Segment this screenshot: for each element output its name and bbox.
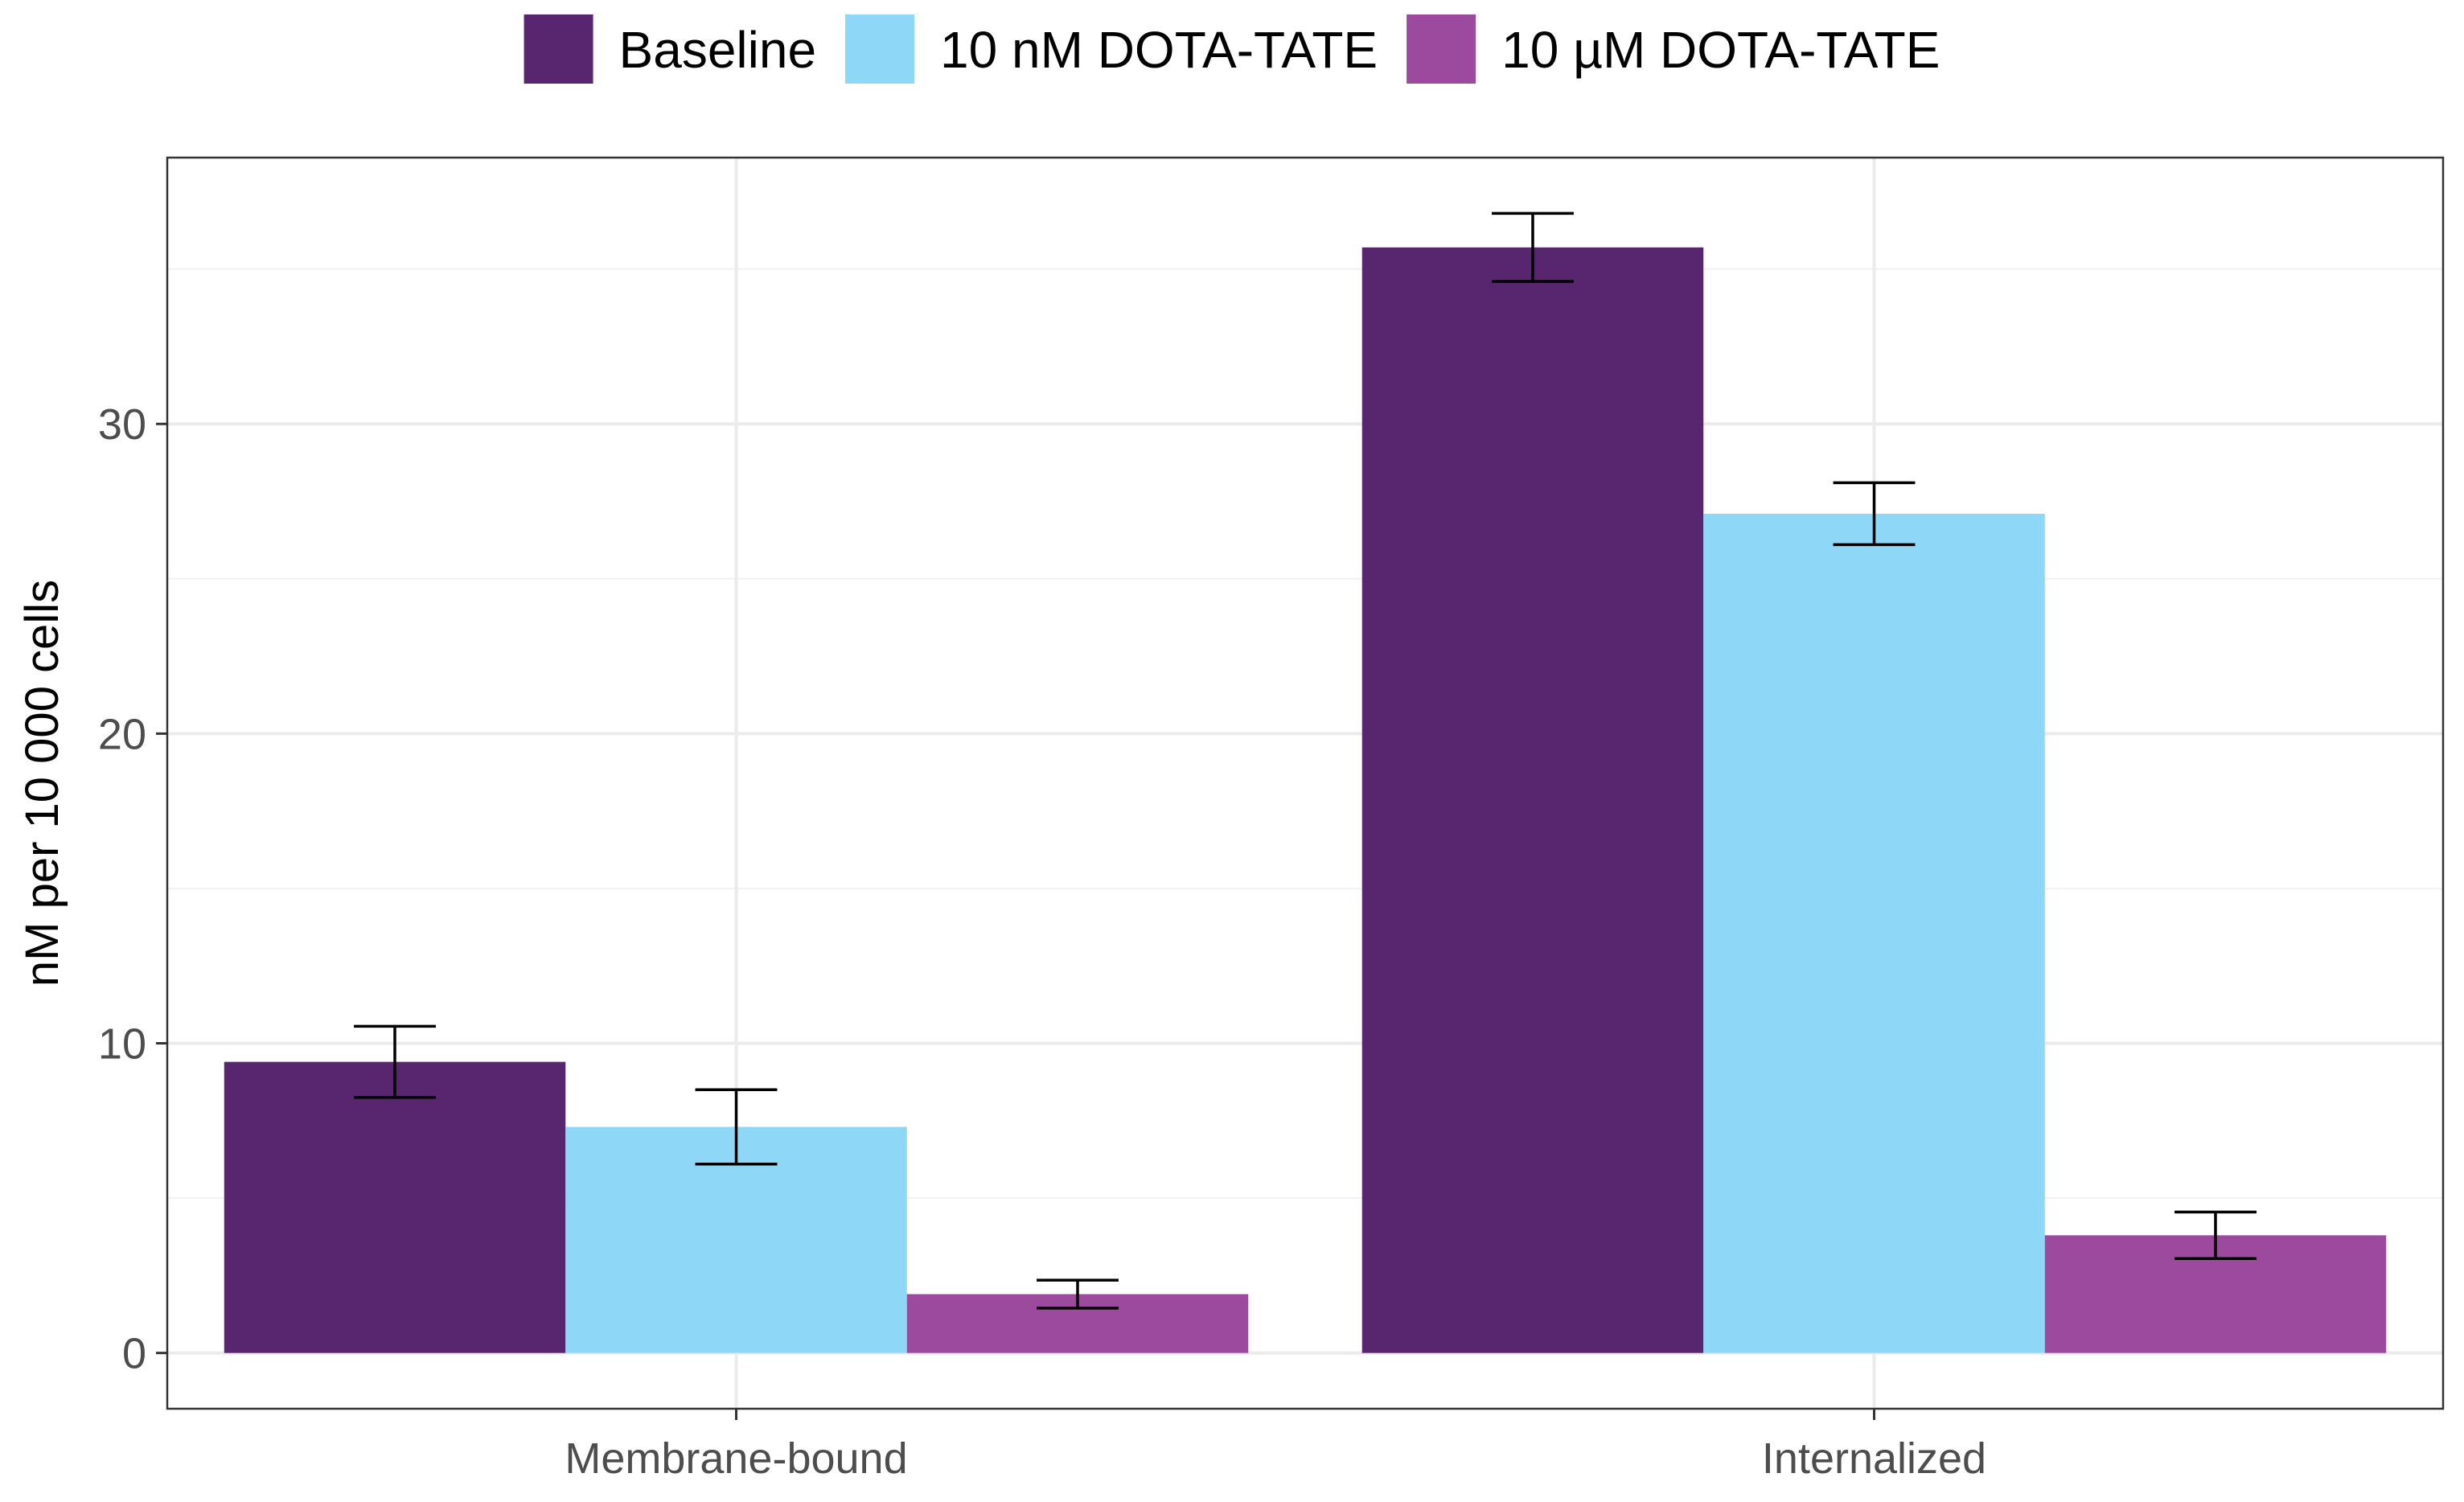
- y-tick-label: 30: [98, 400, 146, 449]
- panel-border: [166, 156, 2445, 1410]
- y-axis: 0 10 20 30: [98, 400, 167, 1378]
- x-tick-label: Internalized: [1762, 1434, 1986, 1483]
- y-tick-label: 20: [98, 710, 146, 758]
- y-tick-label: 10: [98, 1020, 146, 1069]
- bar: [1703, 513, 2045, 1353]
- bars: [224, 247, 2387, 1353]
- bar: [224, 1061, 566, 1353]
- plot-panel: [166, 156, 2445, 1410]
- x-tick-label: Membrane-bound: [565, 1434, 907, 1483]
- legend-label: Baseline: [619, 21, 817, 79]
- legend-key: [845, 14, 915, 84]
- legend-key: [1407, 14, 1476, 84]
- error-bars: [354, 211, 2257, 1310]
- bar: [1361, 247, 1704, 1353]
- legend-label: 10 nM DOTA-TATE: [940, 21, 1378, 79]
- legend-key: [524, 14, 593, 84]
- x-axis: Membrane-bound Internalized: [565, 1409, 1986, 1483]
- y-tick-label: 0: [122, 1330, 146, 1378]
- legend-label: 10 µM DOTA-TATE: [1501, 21, 1940, 79]
- y-axis-title: nM per 10 000 cells: [16, 580, 68, 987]
- legend: Baseline 10 nM DOTA-TATE 10 µM DOTA-TATE: [524, 14, 1940, 84]
